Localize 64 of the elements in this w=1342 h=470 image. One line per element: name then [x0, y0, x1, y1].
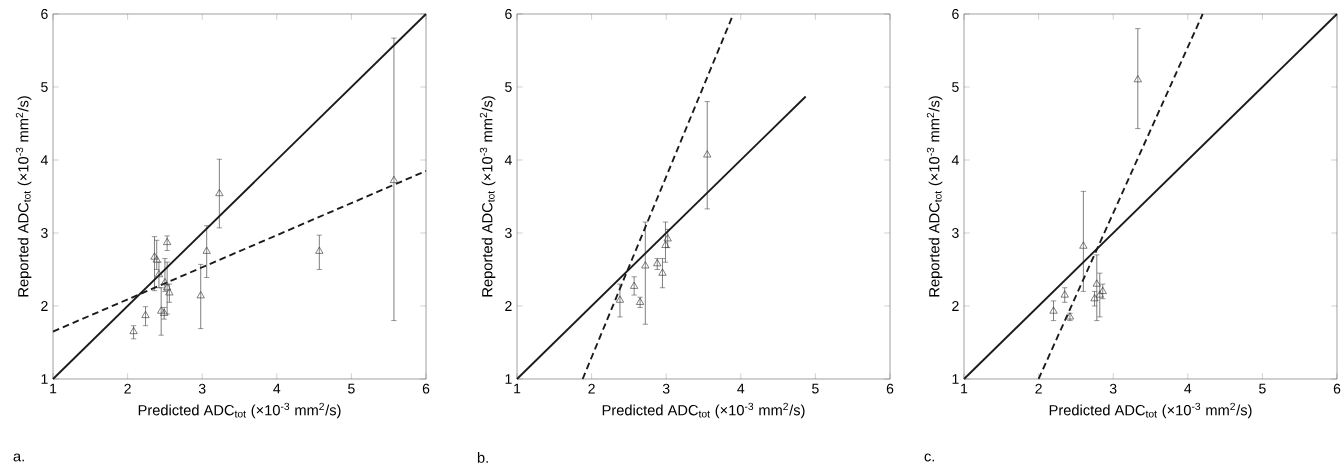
text: a. — [13, 453, 24, 462]
point — [215, 188, 224, 197]
y-tick-label: 3 — [952, 228, 959, 238]
point — [663, 234, 672, 242]
text: c. — [924, 453, 935, 462]
x-tick-label: 6 — [422, 383, 430, 394]
y-axis-title: Reported ADC$_{tot}$ (×10$^{-3}$ mm$^{2}$/s) — [15, 96, 32, 297]
y-tick-label: 1 — [952, 374, 959, 384]
x-tick-label: 4 — [1184, 383, 1192, 394]
y-tick-label: 3 — [505, 228, 512, 238]
point — [196, 291, 205, 299]
x-tick-label: 2 — [588, 383, 595, 394]
x-tick-label: 5 — [348, 383, 355, 394]
x-tick-label: 3 — [1109, 383, 1117, 394]
x-axis-title: Predicted ADC$_{tot}$ (×10$^{-3}$ mm$^{2}$/s) — [602, 402, 805, 419]
x-tick-label: 3 — [662, 383, 670, 394]
y-tick-label: 4 — [951, 155, 959, 165]
x-tick-label: 1 — [514, 383, 521, 394]
y-tick-label: 6 — [41, 9, 48, 19]
y-tick-label: 3 — [41, 228, 48, 238]
point — [703, 150, 712, 158]
x-axis-title: Predicted ADC$_{tot}$ (×10$^{-3}$ mm$^{2}$/s) — [1049, 402, 1252, 419]
x-tick-label: 5 — [812, 383, 819, 394]
y-tick-label: 4 — [40, 155, 48, 165]
point — [1049, 306, 1058, 314]
point — [1133, 75, 1142, 83]
point — [1092, 279, 1101, 287]
text: b. — [477, 452, 488, 463]
point — [141, 310, 150, 318]
x-axis-title: Predicted ADC$_{tot}$ (×10$^{-3}$ mm$^{2}$/s) — [138, 402, 341, 419]
point — [653, 259, 662, 267]
point — [389, 175, 398, 183]
x-tick-label: 1 — [961, 383, 968, 394]
x-tick-label: 5 — [1259, 383, 1266, 394]
point — [315, 246, 324, 254]
y-tick-label: 2 — [41, 301, 48, 311]
x-tick-label: 4 — [737, 383, 745, 394]
x-tick-label: 6 — [886, 383, 894, 394]
y-tick-label: 5 — [505, 82, 512, 92]
y-tick-label: 6 — [952, 9, 959, 19]
y-tick-label: 4 — [504, 155, 512, 165]
x-tick-label: 4 — [273, 383, 281, 394]
y-tick-label: 5 — [952, 82, 959, 92]
y-tick-label: 2 — [505, 301, 512, 311]
y-tick-label: 6 — [505, 9, 512, 19]
x-tick-label: 1 — [50, 383, 57, 394]
point — [641, 261, 650, 269]
point — [160, 308, 169, 316]
point — [160, 278, 169, 286]
point — [1079, 241, 1088, 249]
y-axis-title: Reported ADC$_{tot}$ (×10$^{-3}$ mm$^{2}$/s) — [926, 96, 943, 297]
y-tick-label: 1 — [505, 374, 512, 384]
x-tick-label: 6 — [1333, 383, 1341, 394]
x-tick-label: 2 — [124, 383, 131, 394]
y-tick-label: 1 — [41, 374, 48, 384]
x-tick-label: 3 — [198, 383, 206, 394]
point — [202, 246, 211, 254]
point — [615, 295, 624, 303]
x-tick-label: 2 — [1035, 383, 1042, 394]
point — [630, 281, 639, 289]
point — [658, 268, 667, 276]
y-tick-label: 5 — [41, 82, 48, 92]
y-axis-title: Reported ADC$_{tot}$ (×10$^{-3}$ mm$^{2}$/s) — [479, 96, 496, 297]
y-tick-label: 2 — [952, 301, 959, 311]
